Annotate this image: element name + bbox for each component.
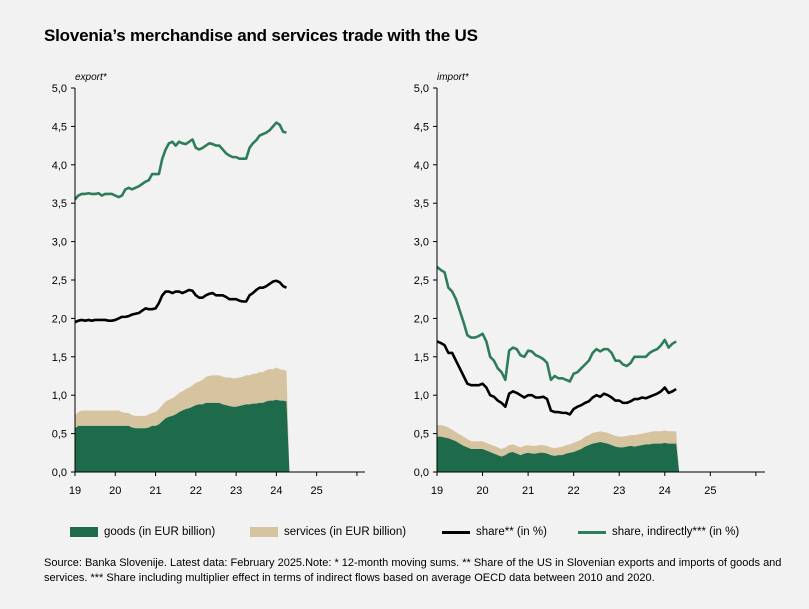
y-tick-label: 1,5 xyxy=(52,352,67,364)
y-tick-label: 3,0 xyxy=(414,237,429,249)
y-tick-label: 1,0 xyxy=(414,390,429,402)
share-line xyxy=(74,279,287,324)
x-tick-label: 23 xyxy=(613,485,625,497)
x-tick-label: 19 xyxy=(431,485,443,497)
services-swatch xyxy=(250,527,278,537)
share-indirect-line xyxy=(74,121,287,201)
source-note: Source: Banka Slovenije. Latest data: Fe… xyxy=(44,557,782,584)
y-tick-label: 0,0 xyxy=(52,467,67,479)
y-tick-label: 0,0 xyxy=(414,467,429,479)
y-tick-label: 0,5 xyxy=(52,429,67,441)
x-tick-label: 22 xyxy=(568,485,580,497)
y-tick-label: 1,5 xyxy=(414,352,429,364)
x-tick-label: 19 xyxy=(69,485,81,497)
y-tick-label: 5,0 xyxy=(52,83,67,95)
legend-share-indirect: share, indirectly*** (in %) xyxy=(578,526,739,538)
legend: goods (in EUR billion) services (in EUR … xyxy=(70,526,790,544)
x-tick-label: 25 xyxy=(311,485,323,497)
y-tick-label: 0,5 xyxy=(414,429,429,441)
y-tick-label: 5,0 xyxy=(414,83,429,95)
legend-services-label: services (in EUR billion) xyxy=(284,526,407,538)
legend-goods-label: goods (in EUR billion) xyxy=(104,526,216,538)
goods-area xyxy=(75,399,290,472)
x-tick-label: 25 xyxy=(704,485,716,497)
x-tick-label: 22 xyxy=(190,485,202,497)
goods-area xyxy=(437,436,680,472)
y-tick-label: 2,0 xyxy=(414,313,429,325)
services-area xyxy=(437,425,680,472)
y-tick-label: 2,5 xyxy=(52,275,67,287)
y-tick-label: 4,5 xyxy=(414,121,429,133)
x-tick-label: 24 xyxy=(270,485,282,497)
goods-swatch xyxy=(70,527,98,537)
y-tick-label: 2,5 xyxy=(414,275,429,287)
x-tick-label: 21 xyxy=(149,485,161,497)
x-tick-label: 20 xyxy=(109,485,121,497)
y-tick-label: 4,5 xyxy=(52,121,67,133)
x-tick-label: 24 xyxy=(659,485,671,497)
y-tick-label: 2,0 xyxy=(52,313,67,325)
y-tick-label: 1,0 xyxy=(52,390,67,402)
share-line xyxy=(436,340,677,416)
y-tick-label: 3,5 xyxy=(414,198,429,210)
export-panel: export* 0,0 0,5 1,0 1,5 2,0 2,5 3,0 3,5 4,0 4,5 5,0… xyxy=(52,72,365,497)
legend-services: services (in EUR billion) xyxy=(250,526,406,538)
y-tick-label: 4,0 xyxy=(414,160,429,172)
panel-label: export* xyxy=(75,72,108,83)
panel-label: import* xyxy=(437,72,470,83)
x-tick-label: 23 xyxy=(230,485,242,497)
y-tick-label: 3,0 xyxy=(52,237,67,249)
legend-share-indirect-label: share, indirectly*** (in %) xyxy=(612,526,740,538)
y-tick-label: 3,5 xyxy=(52,198,67,210)
x-tick-label: 21 xyxy=(522,485,534,497)
share-indirect-swatch xyxy=(578,530,606,534)
chart-title: Slovenia’s merchandise and services trad… xyxy=(44,26,478,45)
legend-share-label: share** (in %) xyxy=(476,526,547,538)
legend-goods: goods (in EUR billion) xyxy=(70,526,215,538)
legend-share: share** (in %) xyxy=(442,526,547,538)
services-area xyxy=(75,367,290,472)
import-panel: import* 0,0 0,5 1,0 1,5 2,0 2,5 3,0 3,5 4,0 4,5 5,0… xyxy=(414,72,765,497)
share-indirect-line xyxy=(436,265,677,383)
share-swatch xyxy=(442,530,470,534)
y-tick-label: 4,0 xyxy=(52,160,67,172)
x-tick-label: 20 xyxy=(476,485,488,497)
